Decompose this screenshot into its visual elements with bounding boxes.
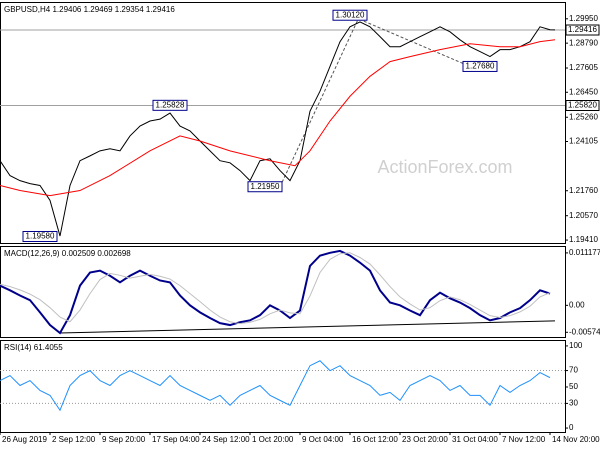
price-annotation-box xyxy=(332,9,368,21)
series-line xyxy=(0,249,551,335)
y-tick-label: 1.19410 xyxy=(569,235,598,244)
y-tick-label: 1.24105 xyxy=(569,137,598,146)
y-tick-label: 70 xyxy=(569,366,578,375)
trendline xyxy=(349,14,471,67)
reference-label: 1.29416 xyxy=(568,25,597,34)
y-tick-label: 1.20570 xyxy=(569,211,598,220)
price-annotation-box xyxy=(247,181,283,193)
x-tick-label: 24 Sep 12:00 xyxy=(202,435,250,444)
panel-title: MACD(12,26,9) 0.002509 0.002698 xyxy=(4,249,131,258)
x-tick-label: 16 Oct 12:00 xyxy=(352,435,398,444)
panel-frame xyxy=(0,2,566,244)
x-tick-label: 26 Aug 2019 xyxy=(2,435,47,444)
y-tick-label: -0.005746 xyxy=(569,327,600,336)
panel-title: RSI(14) 61.4055 xyxy=(4,343,63,352)
y-tick-label: 1.25260 xyxy=(569,112,598,121)
x-tick-label: 1 Oct 20:00 xyxy=(252,435,294,444)
y-tick-label: 50 xyxy=(569,382,578,391)
x-tick-label: 14 Nov 20:00 xyxy=(552,435,600,444)
price-annotation: 1.21950 xyxy=(251,182,280,191)
watermark: ActionForex.com xyxy=(377,157,512,177)
reference-label-box xyxy=(565,99,600,111)
price-annotation-box xyxy=(152,99,188,111)
reference-label: 1.25820 xyxy=(568,101,597,110)
series-line xyxy=(0,39,556,197)
price-annotation-box xyxy=(22,230,58,242)
price-annotation: 1.30120 xyxy=(336,10,365,19)
x-tick-label: 2 Sep 12:00 xyxy=(52,435,96,444)
price-annotation-box xyxy=(462,60,498,72)
panel-frame xyxy=(0,246,566,338)
y-tick-label: 1.27605 xyxy=(569,63,598,72)
price-annotation: 1.27680 xyxy=(466,62,495,71)
y-tick-label: 1.29950 xyxy=(569,14,598,23)
y-tick-label: 0.00 xyxy=(569,300,585,309)
reference-label-box xyxy=(565,24,600,36)
panel-title: GBPUSD,H4 1.29406 1.29469 1.29354 1.2941… xyxy=(4,5,175,14)
x-tick-label: 31 Oct 04:00 xyxy=(452,435,498,444)
price-annotation: 1.25828 xyxy=(156,100,185,109)
y-tick-label: 30 xyxy=(569,399,578,408)
y-tick-label: 0 xyxy=(569,423,574,432)
x-tick-label: 9 Oct 04:00 xyxy=(302,435,344,444)
series-line xyxy=(0,360,551,412)
x-tick-label: 9 Sep 20:00 xyxy=(102,435,146,444)
y-tick-label: 0.011177 xyxy=(569,248,600,257)
y-tick-label: 1.21760 xyxy=(569,186,598,195)
series-line xyxy=(0,252,551,325)
x-tick-label: 17 Sep 04:00 xyxy=(152,435,200,444)
price-annotation: 1.19580 xyxy=(26,232,55,241)
trendline xyxy=(59,320,556,334)
x-tick-label: 7 Nov 12:00 xyxy=(502,435,546,444)
x-tick-label: 23 Oct 20:00 xyxy=(402,435,448,444)
trendline xyxy=(279,15,361,187)
y-tick-label: 1.28790 xyxy=(569,38,598,47)
y-tick-label: 100 xyxy=(569,341,583,350)
y-tick-label: 1.26450 xyxy=(569,87,598,96)
